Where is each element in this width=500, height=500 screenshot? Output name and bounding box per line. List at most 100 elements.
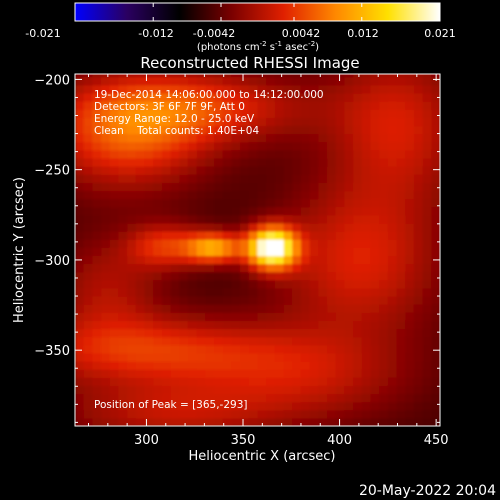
heatmap-cell	[240, 328, 250, 338]
heatmap-cell	[370, 74, 380, 78]
heatmap-cell	[283, 296, 293, 305]
heatmap-cell	[205, 377, 215, 386]
heatmap-cell	[135, 287, 146, 297]
heatmap-cell	[101, 141, 111, 151]
heatmap-cell	[353, 222, 363, 232]
heatmap-cell	[431, 125, 440, 135]
heatmap-cell	[205, 149, 215, 159]
heatmap-cell	[144, 149, 154, 159]
heatmap-cell	[283, 117, 293, 127]
heatmap-cell	[118, 271, 128, 281]
heatmap-cell	[370, 141, 380, 151]
x-tick-label: 350	[231, 433, 256, 448]
heatmap-cell	[83, 141, 93, 151]
heatmap-cell	[257, 125, 267, 135]
heatmap-cell	[361, 352, 372, 362]
heatmap-cell	[179, 279, 189, 289]
heatmap-cell	[187, 401, 198, 411]
heatmap-cell	[266, 74, 276, 78]
heatmap-cell	[161, 84, 172, 94]
heatmap-cell	[153, 76, 163, 86]
heatmap-cell	[161, 92, 172, 102]
heatmap-cell	[92, 84, 102, 94]
heatmap-cell	[266, 141, 276, 151]
heatmap-cell	[109, 117, 120, 127]
heatmap-cell	[109, 385, 120, 395]
heatmap-cell	[161, 255, 172, 265]
heatmap-cell	[118, 133, 128, 143]
heatmap-cell	[153, 182, 163, 192]
heatmap-cell	[205, 190, 215, 200]
heatmap-cell	[274, 352, 285, 362]
heatmap-cell	[396, 117, 406, 127]
heatmap-cell	[153, 312, 163, 321]
heatmap-cell	[231, 101, 241, 110]
heatmap-cell	[75, 84, 85, 94]
heatmap-cell	[266, 125, 276, 135]
heatmap-cell	[335, 214, 345, 224]
heatmap-cell	[222, 101, 233, 110]
heatmap-cell	[187, 239, 198, 248]
y-tick-labels: −200 −250 −300 −350	[34, 73, 70, 359]
heatmap-cell	[318, 417, 328, 426]
heatmap-cell	[135, 393, 146, 403]
heatmap-cell	[118, 214, 128, 224]
heatmap-cell	[361, 76, 372, 86]
heatmap-cell	[353, 401, 363, 411]
heatmap-cell	[101, 417, 111, 426]
heatmap-cell	[179, 417, 189, 426]
heatmap-cell	[127, 377, 137, 386]
heatmap-cell	[240, 320, 250, 330]
heatmap-cell	[327, 417, 337, 426]
heatmap-cell	[187, 287, 198, 297]
heatmap-cell	[335, 328, 345, 338]
heatmap-cell	[83, 231, 93, 240]
heatmap-cell	[353, 125, 363, 135]
heatmap-cell	[161, 271, 172, 281]
heatmap-cell	[214, 393, 224, 403]
heatmap-cell	[92, 117, 102, 127]
heatmap-cell	[179, 174, 189, 183]
heatmap-cell	[170, 174, 180, 183]
heatmap-cell	[205, 255, 215, 265]
heatmap-cell	[222, 174, 233, 183]
heatmap-cell	[144, 271, 154, 281]
heatmap-cell	[153, 239, 163, 248]
heatmap-cell	[370, 361, 380, 370]
heatmap-cell	[75, 76, 85, 86]
heatmap-cell	[222, 198, 233, 208]
heatmap-cell	[370, 279, 380, 289]
heatmap-cell	[422, 125, 432, 135]
heatmap-cell	[257, 352, 267, 362]
heatmap-cell	[361, 222, 372, 232]
heatmap-cell	[292, 369, 302, 378]
heatmap-cell	[187, 84, 198, 94]
heatmap-cell	[222, 214, 233, 224]
heatmap-cell	[153, 109, 163, 118]
heatmap-cell	[231, 149, 241, 159]
heatmap-cell	[274, 344, 285, 354]
heatmap-cell	[318, 296, 328, 305]
heatmap-cell	[248, 409, 259, 419]
heatmap-cell	[309, 377, 319, 386]
heatmap-cell	[309, 214, 319, 224]
heatmap-cell	[101, 125, 111, 135]
heatmap-cell	[161, 133, 172, 143]
heatmap-cell	[127, 174, 137, 183]
heatmap-cell	[170, 190, 180, 200]
heatmap-cell	[405, 352, 415, 362]
heatmap-cell	[135, 247, 146, 257]
heatmap-cell	[327, 198, 337, 208]
heatmap-cell	[327, 263, 337, 273]
heatmap-cell	[101, 320, 111, 330]
heatmap-cell	[214, 352, 224, 362]
heatmap-cell	[170, 304, 180, 313]
heatmap-cell	[257, 287, 267, 297]
heatmap-cell	[379, 377, 389, 386]
heatmap-cell	[257, 149, 267, 159]
heatmap-cell	[231, 344, 241, 354]
heatmap-cell	[118, 352, 128, 362]
heatmap-cell	[179, 166, 189, 175]
heatmap-cell	[257, 296, 267, 305]
